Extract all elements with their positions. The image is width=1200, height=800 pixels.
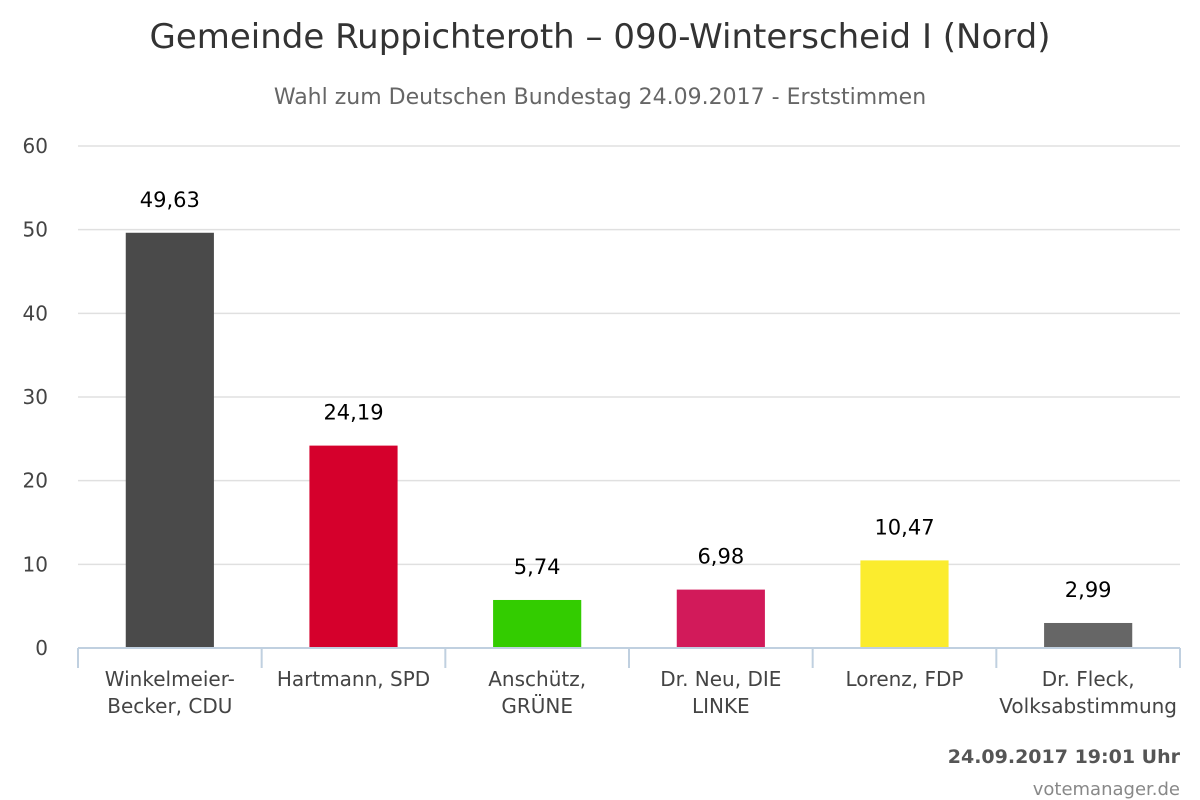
data-label: 10,47: [874, 515, 934, 539]
bar[interactable]: [493, 599, 582, 648]
y-tick-label: 30: [23, 385, 48, 409]
bar[interactable]: [125, 232, 214, 648]
x-tick-label-line: Volksabstimmung: [999, 694, 1177, 718]
x-tick-label-line: Becker, CDU: [107, 694, 232, 718]
x-tick-label-line: GRÜNE: [501, 694, 573, 718]
y-tick-label: 20: [23, 469, 48, 493]
credit-link[interactable]: votemanager.de: [1033, 779, 1180, 800]
bar[interactable]: [860, 560, 949, 648]
bar[interactable]: [309, 445, 398, 648]
x-axis: [77, 647, 1181, 668]
x-tick-label: Lorenz, FDP: [846, 667, 964, 691]
bars: [125, 232, 1133, 648]
y-tick-label: 10: [23, 552, 48, 576]
x-tick-label: Hartmann, SPD: [277, 667, 430, 691]
grid-lines: [78, 145, 1180, 566]
timestamp: 24.09.2017 19:01 Uhr: [948, 746, 1181, 768]
x-tick-label-line: Lorenz, FDP: [846, 667, 964, 691]
y-tick-label: 0: [35, 636, 48, 660]
x-tick-label-line: Dr. Fleck,: [1042, 667, 1135, 691]
x-tick-label: Winkelmeier- Becker, CDU: [105, 667, 235, 718]
bar[interactable]: [676, 589, 765, 648]
data-label: 24,19: [323, 401, 383, 425]
chart-title: Gemeinde Ruppichteroth – 090-Winterschei…: [149, 17, 1050, 57]
bar[interactable]: [1044, 622, 1133, 648]
data-label: 5,74: [514, 555, 561, 579]
x-tick-label-line: LINKE: [692, 694, 750, 718]
x-tick-label: Dr. Fleck, Volksabstimmung: [999, 667, 1177, 718]
x-tick-label: Dr. Neu, DIE LINKE: [660, 667, 781, 718]
x-tick-label-line: Winkelmeier-: [105, 667, 235, 691]
y-tick-label: 40: [23, 301, 48, 325]
y-tick-label: 60: [23, 134, 48, 158]
x-tick-label-line: Anschütz,: [488, 667, 586, 691]
x-tick-label-line: Hartmann, SPD: [277, 667, 430, 691]
data-labels: 49,63 24,19 5,74 6,98 10,47 2,99: [140, 188, 1112, 602]
data-label: 6,98: [697, 545, 744, 569]
x-axis-labels: Winkelmeier- Becker, CDU Hartmann, SPD Ansc…: [105, 667, 1177, 718]
chart-subtitle: Wahl zum Deutschen Bundestag 24.09.2017 …: [274, 85, 926, 110]
y-tick-label: 50: [23, 218, 48, 242]
data-label: 2,99: [1065, 578, 1112, 602]
x-tick-label-line: Dr. Neu, DIE: [660, 667, 781, 691]
data-label: 49,63: [140, 188, 200, 212]
y-axis-ticks: 0 10 20 30 40 50 60: [23, 134, 48, 660]
x-tick-label: Anschütz, GRÜNE: [488, 667, 586, 718]
